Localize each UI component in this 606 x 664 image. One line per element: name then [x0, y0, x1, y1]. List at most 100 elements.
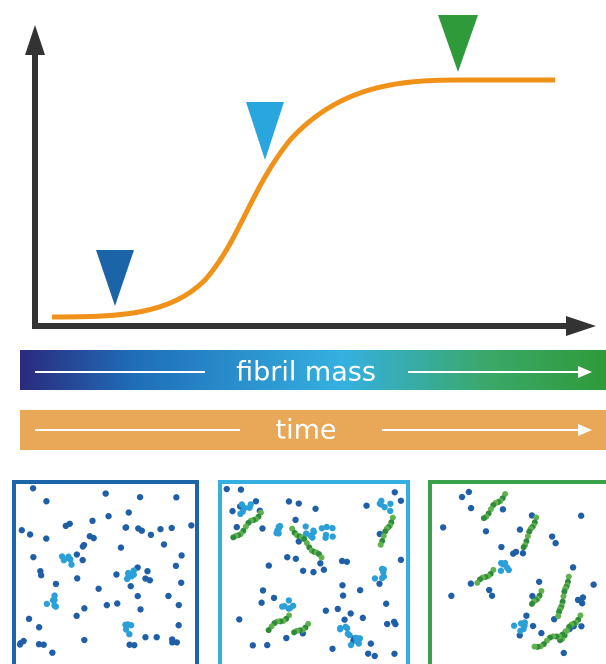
monomer: [123, 524, 129, 530]
monomer: [30, 554, 36, 560]
monomer: [483, 528, 489, 534]
fibril: [529, 601, 535, 607]
monomer: [165, 593, 171, 599]
monomer: [383, 601, 389, 607]
monomer: [43, 535, 49, 541]
oligomer: [329, 533, 335, 539]
fibril: [378, 542, 384, 548]
oligomer: [125, 570, 131, 576]
monomer: [148, 532, 154, 538]
oligomer: [68, 561, 74, 567]
fibril: [291, 629, 297, 635]
fibril: [566, 574, 572, 580]
monomer: [73, 613, 79, 619]
monomer: [317, 560, 323, 566]
oligomer: [372, 575, 378, 581]
monomer: [344, 559, 350, 565]
oligomer: [126, 631, 132, 637]
oligomer: [522, 619, 528, 625]
monomer: [89, 518, 95, 524]
oligomer: [387, 508, 393, 514]
oligomer: [322, 535, 328, 541]
monomer: [74, 551, 80, 557]
monomer: [340, 592, 346, 598]
monomer: [368, 640, 374, 646]
fibril: [319, 555, 325, 561]
monomer: [561, 650, 567, 656]
oligomer: [337, 625, 343, 631]
monomer: [173, 563, 179, 569]
monomer: [376, 581, 382, 587]
fibril: [266, 627, 272, 633]
monomer: [63, 523, 69, 529]
monomer: [176, 602, 182, 608]
diagram: fibril mass time: [0, 0, 606, 664]
oligomer: [65, 555, 71, 561]
monomer: [391, 619, 397, 625]
oligomer: [246, 504, 252, 510]
monomer: [283, 635, 289, 641]
oligomer: [329, 525, 335, 531]
monomer: [293, 556, 299, 562]
monomer: [384, 621, 390, 627]
monomer: [126, 642, 132, 648]
monomer: [27, 531, 33, 537]
monomer: [43, 498, 49, 504]
monomer: [578, 623, 584, 629]
monomer: [30, 485, 36, 491]
oligomer: [302, 523, 308, 529]
monomer: [173, 494, 179, 500]
monomer: [271, 595, 277, 601]
oligomer: [239, 501, 245, 507]
monomer: [391, 651, 397, 657]
monomer: [258, 600, 264, 606]
fibril: [230, 534, 236, 540]
monomer: [486, 587, 492, 593]
monomer: [178, 580, 184, 586]
monomer: [335, 606, 341, 612]
monomer: [523, 612, 529, 618]
marker-plateau: [438, 15, 478, 72]
monomer: [175, 622, 181, 628]
monomer: [250, 642, 256, 648]
monomer: [81, 637, 87, 643]
oligomer: [51, 597, 57, 603]
monomer: [312, 506, 318, 512]
monomer: [372, 653, 378, 659]
monomer: [260, 587, 266, 593]
monomer: [448, 593, 454, 599]
monomer: [74, 575, 80, 581]
oligomer: [131, 567, 137, 573]
oligomer: [281, 603, 287, 609]
monomer: [549, 533, 555, 539]
monomer: [580, 594, 586, 600]
monomer: [284, 554, 290, 560]
monomer: [489, 593, 495, 599]
monomer: [102, 490, 108, 496]
monomer: [234, 524, 240, 530]
oligomer: [348, 642, 354, 648]
monomer: [266, 562, 272, 568]
oligomer: [287, 605, 293, 611]
oligomer: [276, 524, 282, 530]
monomer: [105, 513, 111, 519]
monomer: [530, 623, 536, 629]
oligomer: [511, 623, 517, 629]
monomer: [517, 526, 523, 532]
marker-lag: [96, 250, 134, 306]
monomer: [135, 593, 141, 599]
monomer: [536, 579, 542, 585]
monomer: [360, 615, 366, 621]
monomer: [137, 606, 143, 612]
monomer: [321, 567, 327, 573]
oligomer: [59, 553, 65, 559]
monomer: [157, 526, 163, 532]
monomer: [590, 581, 596, 587]
monomer: [440, 524, 446, 530]
monomer: [53, 581, 59, 587]
monomer: [224, 486, 230, 492]
oligomer: [377, 501, 383, 507]
fibril: [532, 644, 538, 650]
monomer: [347, 610, 353, 616]
monomer: [81, 605, 87, 611]
